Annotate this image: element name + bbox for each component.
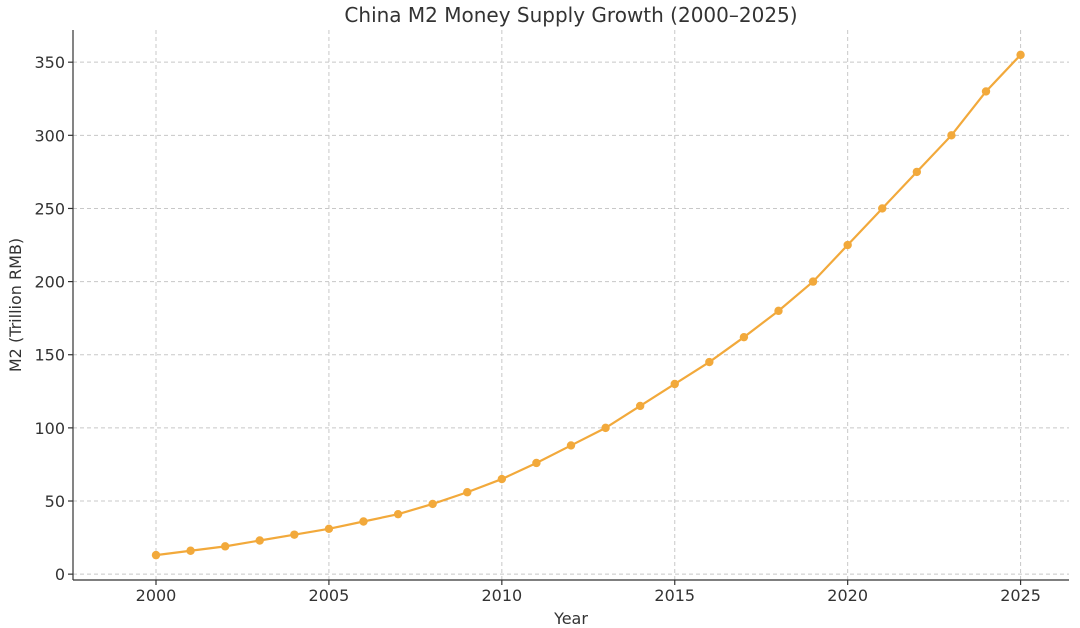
data-point <box>912 167 922 177</box>
y-tick-label: 250 <box>34 199 65 218</box>
y-tick-label: 0 <box>55 565 65 584</box>
data-point <box>255 536 264 545</box>
data-point <box>359 517 368 526</box>
markers <box>151 50 1025 560</box>
x-tick-label: 2025 <box>1000 586 1041 605</box>
y-axis-label: M2 (Trillion RMB) <box>6 238 25 372</box>
data-point <box>739 332 749 342</box>
ticks: 2000 2005 2010 2015 2020 2025 0 50 100 150 200 250 3… <box>34 53 1040 605</box>
x-tick-label: 2005 <box>309 586 350 605</box>
series-line-m2 <box>155 54 1022 557</box>
data-point <box>463 488 472 497</box>
data-point <box>151 550 161 560</box>
data-point <box>290 530 299 539</box>
data-point <box>601 423 610 433</box>
data-point <box>705 357 714 367</box>
data-point <box>220 542 230 551</box>
x-tick-label: 2010 <box>481 586 522 605</box>
y-tick-label: 300 <box>34 126 65 145</box>
data-point <box>566 441 576 450</box>
y-tick-label: 200 <box>34 273 65 292</box>
data-point <box>843 240 852 250</box>
data-point <box>670 379 679 389</box>
data-point <box>947 131 956 140</box>
data-point <box>428 499 437 509</box>
y-tick-label: 50 <box>45 492 65 511</box>
series <box>155 54 1022 557</box>
chart-title: China M2 Money Supply Growth (2000–2025) <box>344 3 797 27</box>
x-tick-label: 2015 <box>654 586 695 605</box>
data-point <box>635 401 645 411</box>
data-point <box>808 277 818 286</box>
data-point <box>774 306 783 316</box>
data-point <box>1016 50 1025 60</box>
axes <box>72 30 1069 581</box>
y-tick-label: 350 <box>34 53 65 72</box>
data-point <box>981 87 991 96</box>
y-tick-label: 100 <box>34 419 65 438</box>
data-point <box>878 204 887 213</box>
y-tick-label: 150 <box>34 346 65 365</box>
data-point <box>497 474 507 484</box>
data-point <box>324 524 334 534</box>
x-axis-label: Year <box>553 609 588 628</box>
x-tick-label: 2000 <box>136 586 177 605</box>
x-tick-label: 2020 <box>827 586 868 605</box>
grid <box>73 30 1069 580</box>
data-point <box>186 546 195 555</box>
data-point <box>393 509 403 519</box>
data-point <box>532 458 541 468</box>
